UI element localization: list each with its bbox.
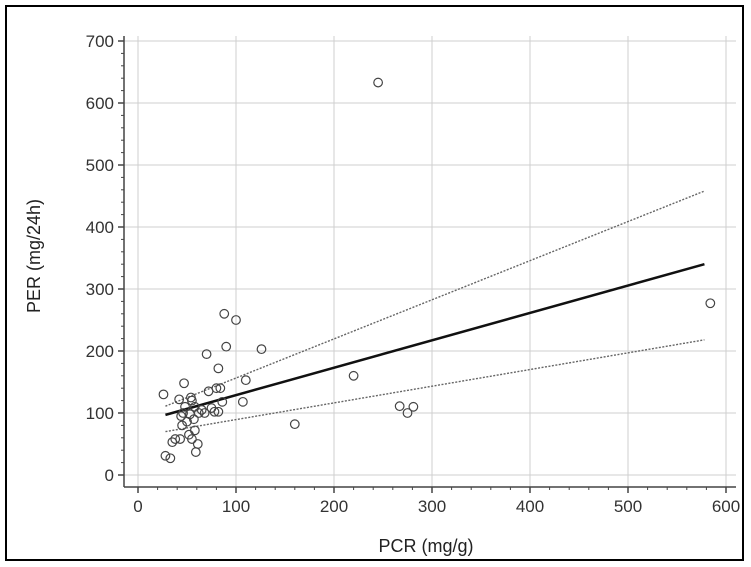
y-tick-label: 0: [105, 466, 114, 485]
data-point: [199, 408, 210, 418]
data-point: [289, 419, 300, 430]
y-axis-label: PER (mg/24h): [24, 199, 44, 313]
regression-line: [165, 262, 705, 417]
data-point: [193, 408, 204, 418]
data-point: [175, 434, 186, 444]
regression-lines: [165, 190, 705, 433]
data-points: [158, 77, 716, 464]
data-point: [201, 349, 212, 360]
axes: [118, 36, 736, 493]
data-point: [240, 375, 251, 386]
x-tick-label: 100: [222, 497, 250, 516]
data-point: [217, 396, 228, 407]
chart-frame: [5, 5, 744, 561]
data-point: [705, 298, 716, 309]
data-point: [213, 363, 224, 374]
data-point: [189, 425, 200, 436]
data-point: [256, 344, 267, 355]
data-point: [211, 383, 222, 394]
x-tick-label: 200: [320, 497, 348, 516]
data-point: [179, 378, 189, 389]
data-point: [186, 434, 197, 444]
y-tick-label: 100: [86, 404, 114, 423]
y-tick-label: 200: [86, 342, 114, 361]
data-point: [165, 453, 176, 464]
data-point: [190, 447, 201, 457]
data-point: [160, 450, 171, 461]
data-point: [188, 414, 199, 425]
y-tick-label: 400: [86, 218, 114, 237]
data-point: [237, 396, 248, 407]
data-point: [174, 394, 185, 405]
data-point: [209, 406, 220, 417]
x-axis-label: PCR (mg/g): [378, 536, 473, 556]
grid: [124, 36, 736, 487]
ci-lower-line: [165, 339, 705, 433]
data-point: [186, 395, 197, 406]
data-point: [348, 370, 359, 381]
x-tick-label: 0: [133, 497, 142, 516]
y-tick-label: 700: [86, 32, 114, 51]
data-point: [215, 383, 226, 394]
data-point: [170, 434, 181, 444]
data-point: [394, 401, 405, 412]
x-tick-label: 500: [614, 497, 642, 516]
data-point: [213, 406, 224, 417]
x-tick-label: 400: [516, 497, 544, 516]
data-point: [178, 408, 188, 418]
tick-labels: 0 100 200 300 400 500 600 700 0 100 200 300 400 500 60…: [86, 32, 741, 516]
data-point: [231, 315, 241, 325]
data-point: [158, 389, 169, 400]
data-point: [196, 405, 207, 415]
x-tick-label: 600: [712, 497, 740, 516]
y-tick-label: 300: [86, 280, 114, 299]
data-point: [219, 308, 230, 319]
data-point: [408, 401, 419, 412]
data-point: [402, 408, 413, 418]
ci-upper-line: [165, 190, 705, 407]
data-point: [373, 77, 384, 88]
data-point: [180, 401, 190, 412]
data-point: [192, 439, 203, 449]
y-tick-label: 500: [86, 156, 114, 175]
y-tick-label: 600: [86, 94, 114, 113]
data-point: [221, 341, 232, 352]
x-tick-label: 300: [418, 497, 446, 516]
